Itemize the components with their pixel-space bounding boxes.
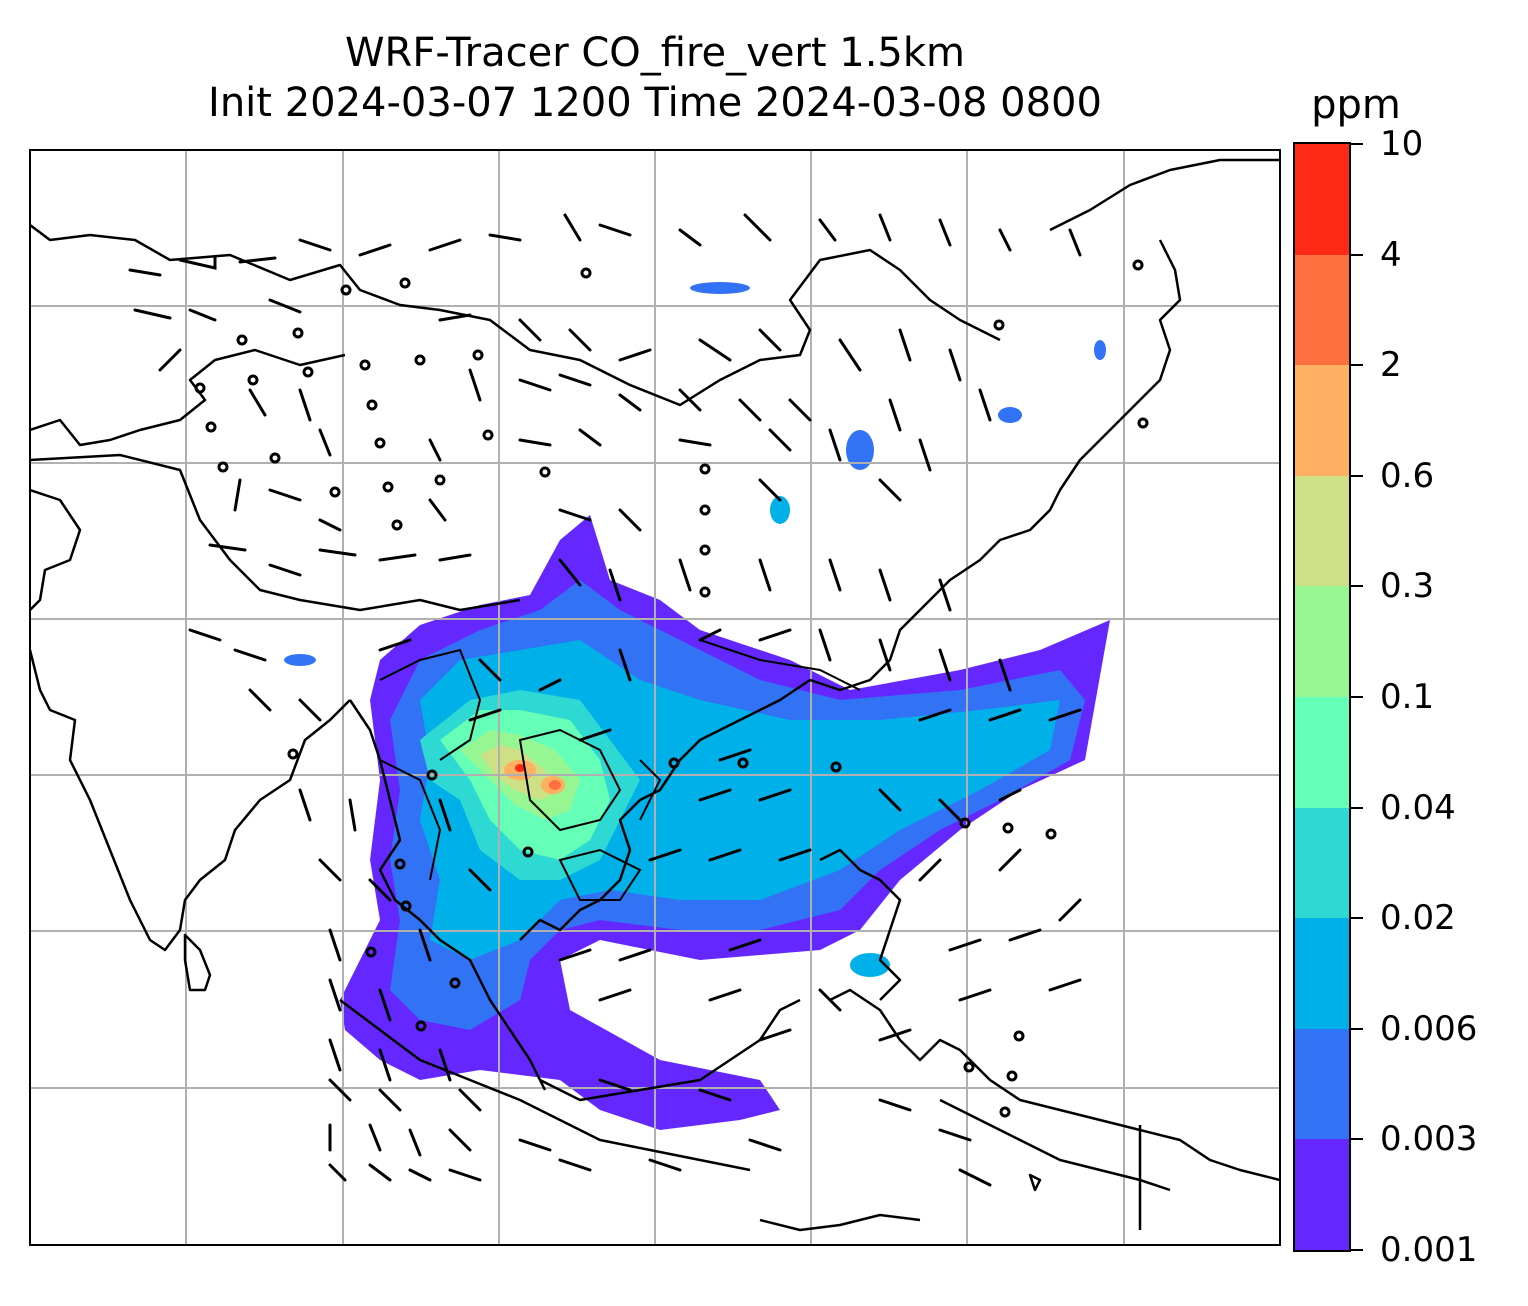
calm-wind-markers (194, 259, 1149, 1118)
colorbar-unit-label: ppm (1311, 82, 1401, 128)
colorbar-tick (1351, 696, 1363, 698)
title-line-2: Init 2024-03-07 1200 Time 2024-03-08 080… (208, 80, 1102, 126)
colorbar-tick (1351, 917, 1363, 920)
colorbar-tick (1351, 1249, 1363, 1251)
plot-title: WRF-Tracer CO_fire_vert 1.5km Init 2024-… (30, 28, 1280, 128)
wind-barbs (128, 213, 1082, 1187)
colorbar-segment (1295, 586, 1349, 698)
colorbar-tick (1351, 364, 1363, 367)
title-line-1: WRF-Tracer CO_fire_vert 1.5km (344, 30, 966, 76)
colorbar-segment (1295, 697, 1349, 808)
colorbar-tick-label: 0.006 (1380, 1008, 1478, 1049)
colorbar-tick-label: 0.3 (1380, 566, 1435, 607)
map-frame (29, 149, 1281, 1246)
colorbar-tick (1351, 1138, 1363, 1141)
colorbar-segment (1295, 918, 1349, 1029)
colorbar-tick (1351, 585, 1363, 588)
coastlines (30, 158, 1280, 1232)
colorbar-tick-label: 2 (1380, 345, 1402, 386)
colorbar-tick-label: 4 (1380, 234, 1402, 275)
colorbar-tick-label: 0.02 (1380, 898, 1456, 939)
colorbar-segment (1295, 1028, 1349, 1140)
colorbar-segment (1295, 475, 1349, 587)
colorbar-tick-label: 10 (1380, 124, 1424, 164)
colorbar-tick-label: 0.6 (1380, 455, 1435, 496)
colorbar-segment (1295, 365, 1349, 476)
colorbar-tick (1351, 806, 1363, 809)
country-borders (379, 639, 861, 901)
colorbar-tick-label: 0.04 (1380, 787, 1456, 828)
colorbar-segment (1295, 1139, 1349, 1250)
tracer-plume (284, 282, 1110, 1130)
colorbar-tick (1351, 474, 1363, 477)
colorbar-tick-label: 0.1 (1380, 677, 1435, 717)
colorbar-segment (1295, 144, 1349, 255)
colorbar-tick (1351, 1027, 1363, 1030)
colorbar-tick-label: 0.003 (1380, 1119, 1478, 1160)
colorbar-tick (1351, 253, 1363, 256)
colorbar (1293, 142, 1351, 1252)
colorbar-segment (1295, 254, 1349, 366)
colorbar-segment (1295, 807, 1349, 919)
colorbar-tick (1351, 143, 1363, 145)
map-panel (29, 149, 1281, 1246)
colorbar-tick-label: 0.001 (1380, 1230, 1478, 1270)
gridlines (30, 150, 1280, 1245)
